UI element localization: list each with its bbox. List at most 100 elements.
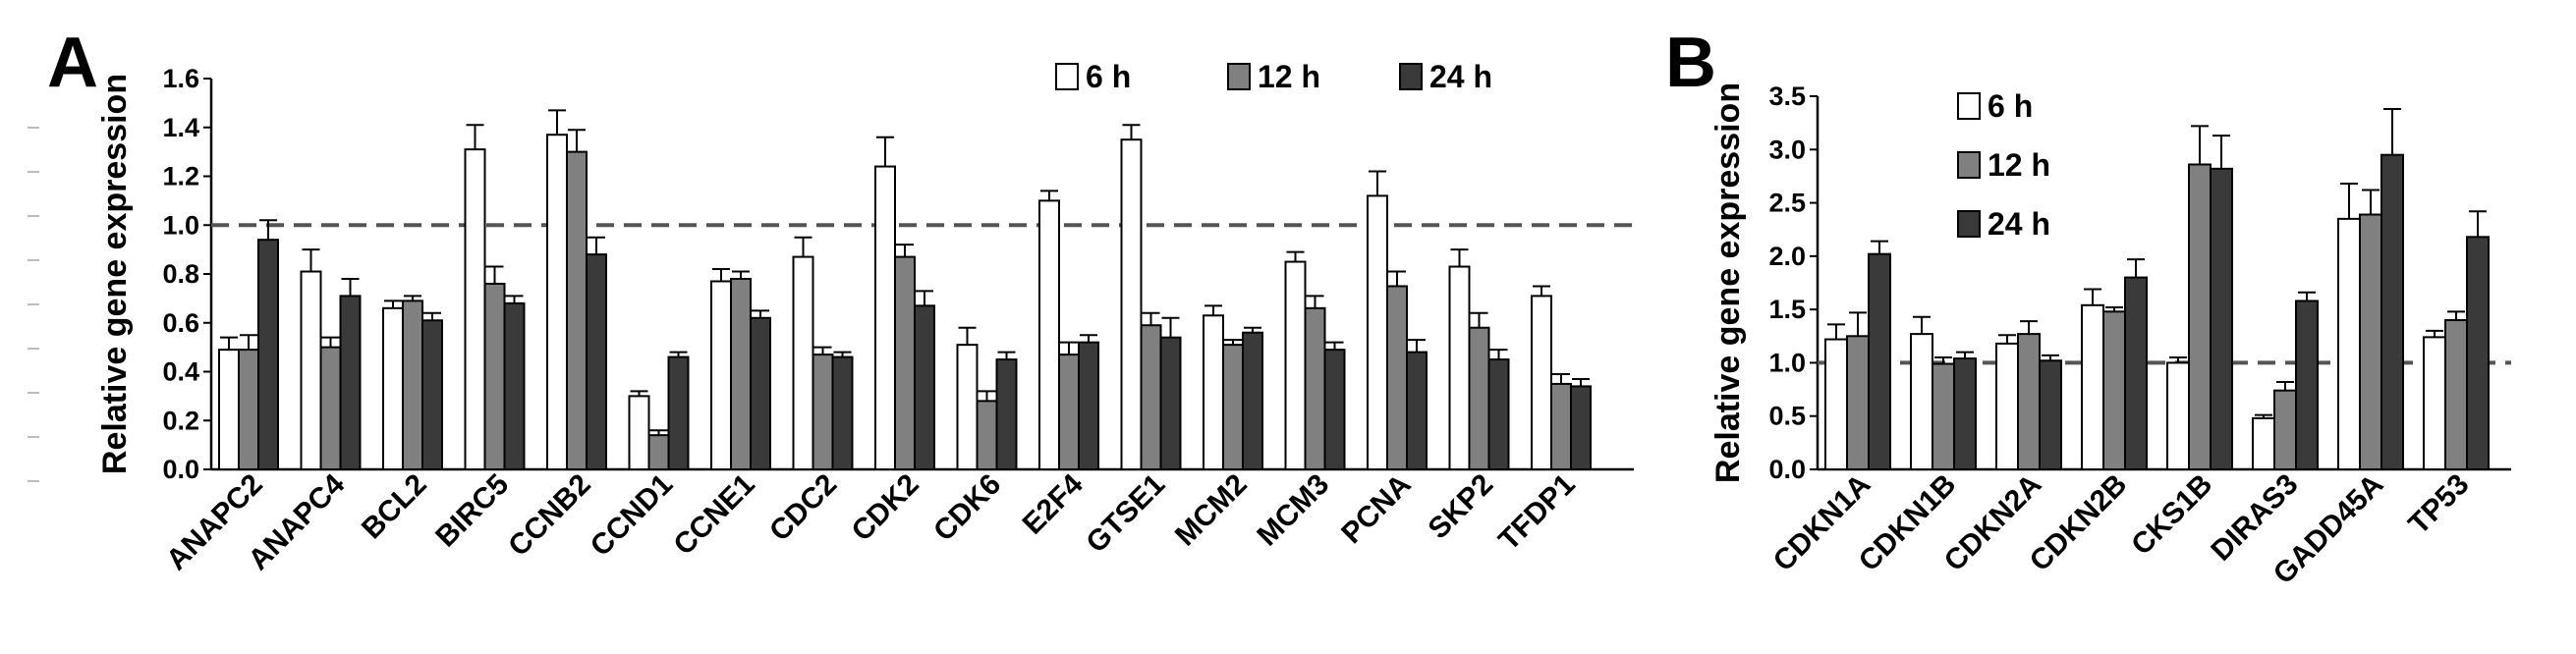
panel-a-bar [1531, 295, 1552, 471]
panel-a-bar [1570, 385, 1592, 470]
panel-a-legend-label: 24 h [1429, 59, 1492, 94]
panel-a-legend-swatch [1055, 63, 1079, 90]
panel-a-category-label: CCNB2 [502, 468, 596, 563]
panel-a-category-label: PCNA [1335, 468, 1417, 550]
panel-a-y-axis-title: Relative gene expression [96, 74, 134, 474]
panel-a-bar [586, 253, 607, 470]
panel-b-bar [2188, 163, 2212, 470]
panel-a-bar [382, 306, 404, 471]
panel-a-legend-label: 6 h [1086, 59, 1131, 94]
panel-a-category-label: E2F4 [1017, 467, 1090, 540]
panel-b-bar [2466, 236, 2490, 470]
panel-b-bar [2081, 303, 2104, 470]
panel-b-y-tick-label: 1.5 [1768, 295, 1806, 324]
panel-b-y-tick-label: 1.0 [1768, 348, 1806, 377]
panel-a-bar [1222, 344, 1244, 471]
panel-a-bar [1203, 314, 1224, 470]
panel-a-bar [831, 355, 854, 471]
panel-b-label: B [1665, 24, 1716, 102]
panel-a-bar [1120, 138, 1143, 470]
panel-a-bar [1468, 326, 1490, 470]
panel-b-legend-label: 12 h [1988, 147, 2050, 183]
panel-a-bar [319, 346, 342, 470]
panel-b-legend-swatch [1957, 92, 1981, 120]
panel-b-y-tick-label: 0.5 [1768, 402, 1806, 431]
panel-a-bar [914, 304, 935, 470]
panel-b-bar [1995, 342, 2019, 470]
panel-a-bar [464, 148, 486, 470]
panel-b-legend-label: 6 h [1988, 88, 2033, 124]
panel-a-bar [1487, 358, 1510, 470]
panel-a-category-label: TFDP1 [1492, 468, 1582, 558]
panel-a-bar [792, 255, 814, 470]
panel-a-bar [1284, 260, 1307, 470]
panel-a-bar [628, 395, 650, 470]
panel-a-bar [1323, 349, 1346, 470]
panel-b-bar [2295, 300, 2319, 471]
panel-a-bar [421, 319, 443, 471]
panel-a-y-tick-label: 1.0 [162, 210, 199, 240]
panel-a-category-label: CCNE1 [667, 468, 760, 562]
panel-a-bar [956, 344, 979, 471]
panel-b-bar [2444, 319, 2468, 470]
panel-b-legend-swatch [1957, 151, 1981, 179]
panel-a-bar [1058, 354, 1080, 470]
panel-b-legend-swatch [1957, 210, 1981, 238]
panel-a-y-tick-label: 0.4 [162, 357, 199, 387]
panel-b-bar [2359, 213, 2382, 470]
panel-a-bar [218, 349, 240, 470]
panel-b-y-axis-title: Relative gene expression [1709, 82, 1747, 483]
panel-b-bar [2423, 336, 2446, 470]
panel-b-bar [1868, 252, 1891, 470]
panel-b-bar [1824, 338, 1848, 470]
panel-b-legend-label: 24 h [1988, 206, 2050, 242]
panel-b-y-tick-label: 2.5 [1768, 189, 1806, 218]
panel-a-bar [976, 400, 998, 471]
panel-b-bar [1910, 333, 1933, 470]
panel-a-bar [1159, 336, 1182, 470]
panel-a-bar [894, 255, 916, 470]
panel-a-label: A [47, 24, 98, 102]
panel-a-bar [546, 134, 568, 470]
panel-a-category-label: CDC2 [763, 468, 843, 548]
panel-a-bar [566, 150, 588, 470]
panel-a-bar [1386, 285, 1408, 470]
panel-a-bar [750, 316, 771, 470]
panel-b-bar [2252, 416, 2275, 470]
panel-a-category-label: BCL2 [356, 468, 433, 546]
panel-a-bar [1078, 341, 1099, 470]
panel-a-y-tick-label: 1.4 [162, 113, 199, 142]
panel-a-category-label: MCM3 [1251, 468, 1335, 553]
panel-a-category-label: MCM2 [1169, 468, 1254, 553]
panel-b-y-tick-label: 3.0 [1768, 135, 1806, 164]
panel-b-bar [1846, 335, 1870, 470]
panel-a-y-tick-label: 1.2 [162, 162, 199, 191]
panel-b-bar [2380, 153, 2404, 470]
panel-b-bar [2273, 389, 2297, 470]
panel-b-y-tick-label: 2.0 [1768, 242, 1806, 271]
panel-a-bar [402, 300, 423, 470]
panel-b-bar [1953, 357, 1977, 471]
panel-a-category-label: SKP2 [1422, 468, 1499, 546]
panel-a-category-label: CCND1 [585, 468, 679, 563]
panel-b-bar [2102, 310, 2126, 471]
panel-a-bar [1406, 351, 1428, 471]
panel-a-bar [1304, 306, 1326, 471]
panel-a-y-tick-label: 0.0 [162, 455, 199, 484]
panel-b-bar [2166, 361, 2190, 470]
panel-b-category-label: TP53 [2402, 468, 2475, 541]
panel-a-bar [1448, 265, 1471, 470]
panel-a-category-label: CDK6 [927, 468, 1007, 548]
panel-a-legend-swatch [1399, 63, 1423, 90]
panel-a-y-tick-label: 0.8 [162, 259, 199, 289]
panel-a-bar [730, 277, 752, 470]
panel-a-legend-swatch [1227, 63, 1251, 90]
panel-a-bar [812, 354, 834, 470]
panel-a-bar [1550, 382, 1572, 470]
panel-a-y-tick-label: 1.6 [162, 64, 199, 93]
panel-a-bar [667, 355, 690, 471]
panel-a-bar [1242, 331, 1263, 471]
panel-a-category-label: GTSE1 [1080, 468, 1171, 560]
